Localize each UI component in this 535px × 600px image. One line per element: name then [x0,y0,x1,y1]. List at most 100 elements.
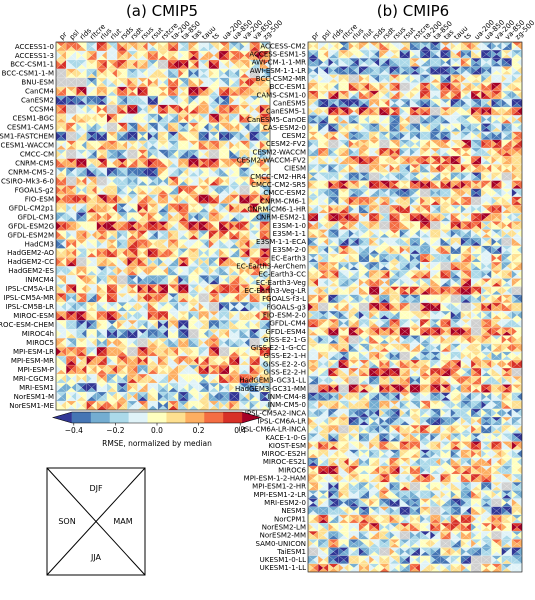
model-label: CIESM [284,165,306,173]
heatmap-cell-triangle [178,77,184,88]
heatmap-cell-triangle [137,122,143,132]
heatmap-cell-triangle [157,86,164,97]
heatmap-cell-triangle [137,86,143,97]
model-label: MIROC4h [22,330,54,338]
model-label: CESM2-FV2 [266,140,306,148]
model-label: CNRM-CM5 [15,159,54,167]
heatmap-cell-triangle [208,68,215,79]
model-label: HadCM3 [25,240,54,248]
model-label: MIROC-ESM-CHEM [0,321,54,329]
heatmap-cell-triangle [76,41,82,52]
heatmap-cell-triangle [198,113,204,123]
heatmap-cell-triangle [229,41,235,52]
heatmap-cell-triangle [239,86,245,97]
model-label: GFDL-CM2p1 [9,204,54,212]
heatmap-cell-triangle [198,86,204,97]
heatmap-cell-triangle [198,50,204,61]
heatmap-cell-triangle [239,113,245,123]
model-label: CMCC-CM [20,150,54,158]
heatmap-cell-triangle [147,122,153,132]
model-label: CanESM5-CanOE [247,116,306,124]
heatmap-cell-triangle [229,113,235,123]
heatmap-cell-triangle [157,59,164,70]
heatmap-cell-triangle [86,41,92,52]
heatmap-cell-triangle [76,104,82,114]
model-label: CanESM2 [21,97,54,105]
heatmap-cell-triangle [147,95,153,105]
model-label: INMCM4 [25,276,54,284]
heatmap-cell-triangle [188,77,194,88]
heatmap-cell-triangle [188,68,194,79]
heatmap-cell-triangle [86,77,92,88]
model-label: HadGEM2-ES [8,267,54,275]
heatmap-cell-triangle [259,41,266,52]
model-label: CESM2-WACCM-FV2 [237,157,306,165]
heatmap-cell-triangle [86,95,92,105]
heatmap-cell-triangle [229,68,235,79]
heatmap-cell-triangle [229,77,235,88]
heatmap-cell-triangle [66,68,72,79]
model-label: MPI-ESM-MR [11,357,54,365]
heatmap-cell-triangle [66,77,72,88]
heatmap-cell-triangle [259,59,266,70]
heatmap-cell-triangle [127,104,133,114]
heatmap-cell-triangle [239,59,245,70]
heatmap-cell-triangle [106,95,113,105]
model-label: CanESM5-1 [266,108,306,116]
model-label: MPI-ESM-LR [13,348,54,356]
model-label: BCC-ESM1 [270,83,306,91]
model-label: CESM1-CAM5 [7,124,54,132]
heatmap-cell-triangle [218,95,225,105]
heatmap-cell-triangle [188,59,194,70]
heatmap-cell-triangle [137,104,143,114]
heatmap-cell-triangle [218,86,225,97]
model-label: FGOALS-g2 [15,186,54,194]
heatmap-cell-triangle [178,59,184,70]
model-label: MIROC5 [26,339,54,347]
heatmap-cell-triangle [168,86,174,97]
heatmap-cell-triangle [178,95,184,105]
heatmap-cell-triangle [127,113,133,123]
heatmap-cell-triangle [239,104,245,114]
heatmap-cell-triangle [198,41,204,52]
model-label: HadGEM2-AO [7,249,54,257]
heatmap-cell-triangle [96,86,102,97]
heatmap-cell-triangle [137,59,143,70]
heatmap-cell-triangle [117,95,123,105]
model-label: HadGEM2-CC [7,258,54,266]
heatmap-cell-triangle [188,113,194,123]
heatmap-cell-triangle [157,68,164,79]
heatmap-cell-triangle [66,41,72,52]
heatmap-cell-triangle [188,95,194,105]
model-label: CESM2-WACCM [252,148,306,156]
heatmap-cell-triangle [198,59,204,70]
model-label: IPSL-CM5B-LR [5,303,54,311]
heatmap-cell-triangle [249,68,255,79]
heatmap-cell-triangle [249,41,255,52]
heatmap-cell-triangle [86,122,92,132]
model-label: GFDL-CM3 [17,213,54,221]
heatmap-cell-triangle [127,41,133,52]
heatmap-cell-triangle [218,68,225,79]
heatmap-cell-triangle [76,86,82,97]
model-label: CESM1-WACCM [0,142,54,150]
heatmap-cell-triangle [229,86,235,97]
model-label: CAS-ESM2-0 [263,124,306,132]
heatmap-cell-triangle [106,68,113,79]
heatmap-cell-triangle [76,113,82,123]
heatmap-cell-triangle [66,104,72,114]
model-label: IPSL-CM5A-LR [6,285,54,293]
model-label: CanESM5 [273,99,306,107]
heatmap-cell-triangle [178,122,184,132]
heatmap-cell-triangle [86,113,92,123]
model-label: CESM1-BGC [12,115,54,123]
heatmap-cell-triangle [147,113,153,123]
heatmap-cell-triangle [106,41,113,52]
heatmap-cell-triangle [178,86,184,97]
heatmap-cell-triangle [117,122,123,132]
model-label: BNU-ESM [21,79,54,87]
heatmap-cell-triangle [96,113,102,123]
heatmap-cell-triangle [239,50,245,61]
heatmap-cell-triangle [106,104,113,114]
model-label: CAMS-CSM1-0 [257,91,307,99]
